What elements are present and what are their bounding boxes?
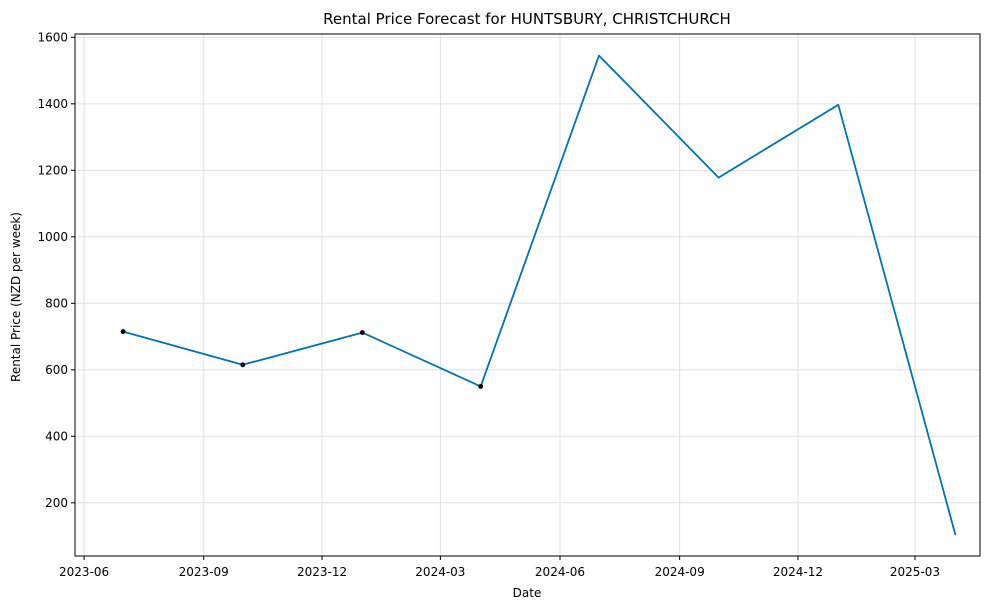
observed-point-3 [478, 384, 484, 389]
x-tick-label-0: 2023-06 [59, 565, 109, 579]
x-tick-label-4: 2024-06 [535, 565, 585, 579]
points-layer [120, 329, 484, 389]
y-tick-label-6: 1400 [37, 97, 68, 111]
x-tick-label-1: 2023-09 [179, 565, 229, 579]
series-layer [122, 54, 957, 536]
observed-point-0 [120, 329, 126, 334]
chart-title: Rental Price Forecast for HUNTSBURY, CHR… [323, 10, 731, 28]
y-tick-label-1: 400 [45, 429, 68, 443]
y-tick-label-4: 1000 [37, 230, 68, 244]
plot-frame [74, 33, 981, 557]
x-tick-label-6: 2024-12 [773, 565, 823, 579]
y-tick-label-0: 200 [45, 496, 68, 510]
x-tick-label-3: 2024-03 [415, 565, 465, 579]
y-tick-label-7: 1600 [37, 30, 68, 44]
x-tick-label-5: 2024-09 [655, 565, 705, 579]
x-ticks: 2023-06 2023-09 2023-12 2024-03 2024-06 2024-… [59, 556, 940, 579]
observed-point-2 [359, 330, 365, 335]
y-tick-label-5: 1200 [37, 163, 68, 177]
y-tick-label-2: 600 [45, 363, 68, 377]
x-axis-label: Date [513, 586, 542, 600]
forecast-line-0 [122, 54, 957, 536]
observed-point-1 [240, 362, 246, 368]
x-tick-label-2: 2023-12 [297, 565, 347, 579]
y-ticks: 200 400 600 800 1000 1200 1400 1600 [37, 30, 75, 510]
y-axis-label: Rental Price (NZD per week) [9, 212, 23, 382]
y-tick-label-3: 800 [45, 296, 68, 310]
grid-layer [75, 34, 980, 556]
x-tick-label-7: 2025-03 [890, 565, 940, 579]
